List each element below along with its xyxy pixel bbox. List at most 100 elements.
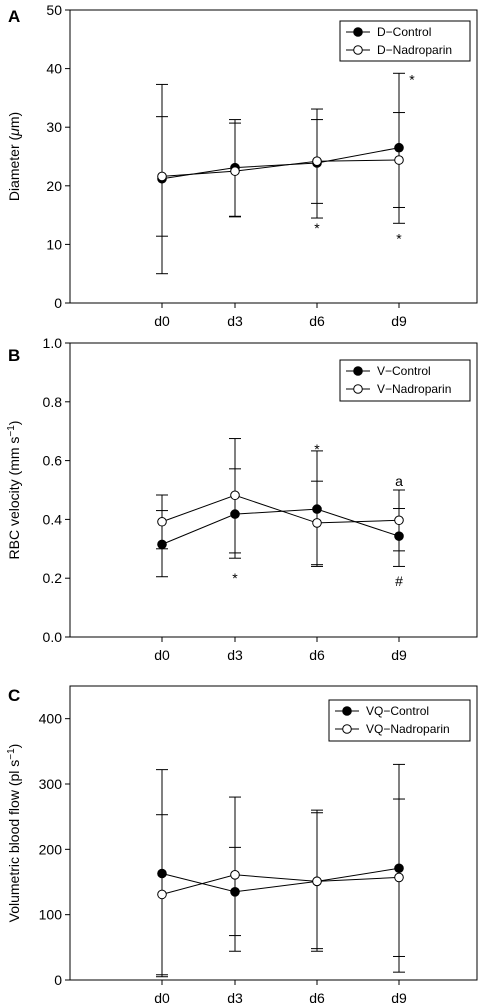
data-point-control — [157, 539, 167, 550]
legend-marker — [342, 724, 352, 734]
x-tick-label: d6 — [309, 990, 325, 1006]
y-tick-label: 0.0 — [43, 629, 63, 645]
x-tick-label: d6 — [309, 647, 325, 663]
series-line-nadroparin — [161, 159, 400, 177]
data-point-nadroparin — [394, 515, 404, 526]
y-tick-label: 30 — [46, 119, 62, 135]
legend: D−Control D−Nadroparin — [339, 20, 471, 62]
y-tick-label: 0 — [54, 972, 62, 988]
legend-box — [339, 20, 471, 62]
legend-box — [328, 699, 471, 742]
legend-entry: V−Nadroparin — [377, 382, 451, 396]
data-point-control — [394, 142, 404, 153]
y-axis-label-part: ) — [6, 744, 22, 749]
data-point-control — [312, 504, 322, 514]
series-line-nadroparin — [161, 494, 400, 524]
legend-marker — [353, 384, 363, 394]
data-point-control — [394, 863, 404, 874]
legend-box — [339, 359, 471, 402]
y-axis-label-part: ) — [6, 421, 22, 426]
panel-letter: C — [8, 686, 20, 705]
series-line-control — [161, 867, 400, 893]
data-point-nadroparin — [312, 518, 322, 528]
y-tick-label: 1.0 — [43, 335, 63, 351]
legend-marker — [342, 706, 352, 716]
x-tick-label: d3 — [227, 990, 243, 1006]
legend-marker — [353, 27, 363, 37]
data-point-nadroparin — [394, 872, 404, 883]
x-tick-label: d0 — [154, 990, 170, 1006]
annotation: a — [395, 473, 403, 489]
annotation: # — [395, 573, 403, 589]
y-tick-label: 40 — [46, 61, 62, 77]
data-point-control — [230, 509, 240, 519]
y-axis-label-part: −1 — [6, 425, 17, 437]
plot-frame — [69, 9, 478, 304]
y-tick-label: 0.4 — [43, 511, 63, 527]
annotation: * — [396, 231, 402, 247]
panel-letter: B — [8, 346, 20, 365]
x-tick-label: d0 — [154, 313, 170, 329]
legend-entry: VQ−Nadroparin — [366, 722, 450, 736]
x-tick-label: d0 — [154, 647, 170, 663]
data-point-nadroparin — [157, 516, 167, 527]
y-tick-label: 100 — [39, 907, 63, 923]
plot-frame — [69, 342, 478, 638]
x-tick-label: d9 — [391, 990, 407, 1006]
annotation: * — [314, 220, 320, 236]
data-point-nadroparin — [157, 171, 167, 182]
data-point-control — [157, 868, 167, 879]
panel-a: A 0 10 20 30 40 50 d0 d3 d6 d9 Diameter (μm) * * * D−Co… — [6, 2, 478, 329]
annotation: * — [314, 441, 320, 457]
x-tick-label: d6 — [309, 313, 325, 329]
x-tick-label: d3 — [227, 313, 243, 329]
annotation: * — [232, 570, 238, 586]
legend: V−Control V−Nadroparin — [339, 359, 471, 402]
data-point-nadroparin — [230, 166, 240, 176]
data-point-nadroparin — [230, 870, 240, 880]
y-axis-label-part: Volumetric blood flow (pl s — [6, 760, 22, 923]
y-axis-label-part: Diameter ( — [6, 135, 22, 201]
data-point-nadroparin — [394, 155, 404, 165]
series-line-nadroparin — [161, 874, 400, 895]
legend-entry: V−Control — [377, 364, 431, 378]
y-tick-label: 0.2 — [43, 570, 63, 586]
y-tick-label: 0.8 — [43, 394, 63, 410]
y-axis-label: Diameter (μm) — [6, 112, 22, 201]
y-tick-label: 200 — [39, 841, 63, 857]
series-line-control — [161, 508, 400, 545]
x-tick-label: d9 — [391, 313, 407, 329]
legend-entry: D−Control — [377, 25, 431, 39]
legend: VQ−Control VQ−Nadroparin — [328, 699, 471, 742]
y-axis-label-part: μ — [6, 128, 22, 137]
data-point-nadroparin — [312, 156, 322, 166]
legend-marker — [353, 45, 363, 55]
y-axis-label-part: −1 — [6, 748, 17, 760]
legend-entry: D−Nadroparin — [377, 43, 452, 57]
y-axis-label-part: RBC velocity (mm s — [6, 437, 22, 560]
panel-c: C 0 100 200 300 400 d0 d3 d6 d9 Volumetric blood f… — [6, 685, 478, 1006]
y-axis-label-part: m) — [6, 112, 22, 128]
series-line-control — [161, 147, 400, 180]
y-axis-label: Volumetric blood flow (pl s−1) — [6, 744, 23, 923]
y-tick-label: 20 — [46, 178, 62, 194]
data-point-nadroparin — [157, 889, 167, 900]
panel-b: B 0.0 0.2 0.4 0.6 0.8 1.0 d0 d3 d6 d9 RBC velocity … — [6, 335, 478, 663]
data-point-control — [230, 887, 240, 897]
y-tick-label: 0 — [54, 295, 62, 311]
y-tick-label: 0.6 — [43, 453, 63, 469]
data-point-nadroparin — [312, 876, 322, 887]
panel-letter: A — [8, 7, 20, 26]
y-tick-label: 300 — [39, 776, 63, 792]
data-point-control — [394, 531, 404, 541]
legend-marker — [353, 366, 363, 376]
x-tick-label: d9 — [391, 647, 407, 663]
y-tick-label: 10 — [46, 236, 62, 252]
y-axis-label: RBC velocity (mm s−1) — [6, 421, 23, 560]
y-tick-label: 400 — [39, 711, 63, 727]
legend-entry: VQ−Control — [366, 704, 429, 718]
y-tick-label: 50 — [46, 2, 62, 18]
x-tick-label: d3 — [227, 647, 243, 663]
annotation: * — [409, 72, 415, 88]
